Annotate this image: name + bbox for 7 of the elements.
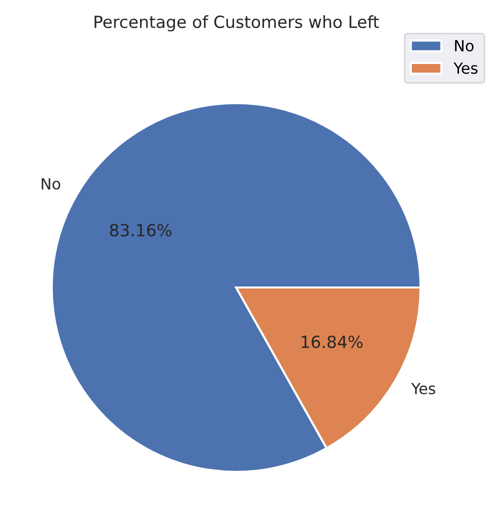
data-label: 83.16% — [110, 224, 172, 236]
slice-label: No — [42, 178, 60, 190]
chart-title: Percentage of Customers who Left — [94, 15, 379, 32]
slice-label: Yes — [411, 382, 436, 394]
legend-label: No — [455, 40, 474, 52]
legend-label: Yes — [454, 62, 478, 74]
data-label: 16.84% — [302, 336, 363, 348]
